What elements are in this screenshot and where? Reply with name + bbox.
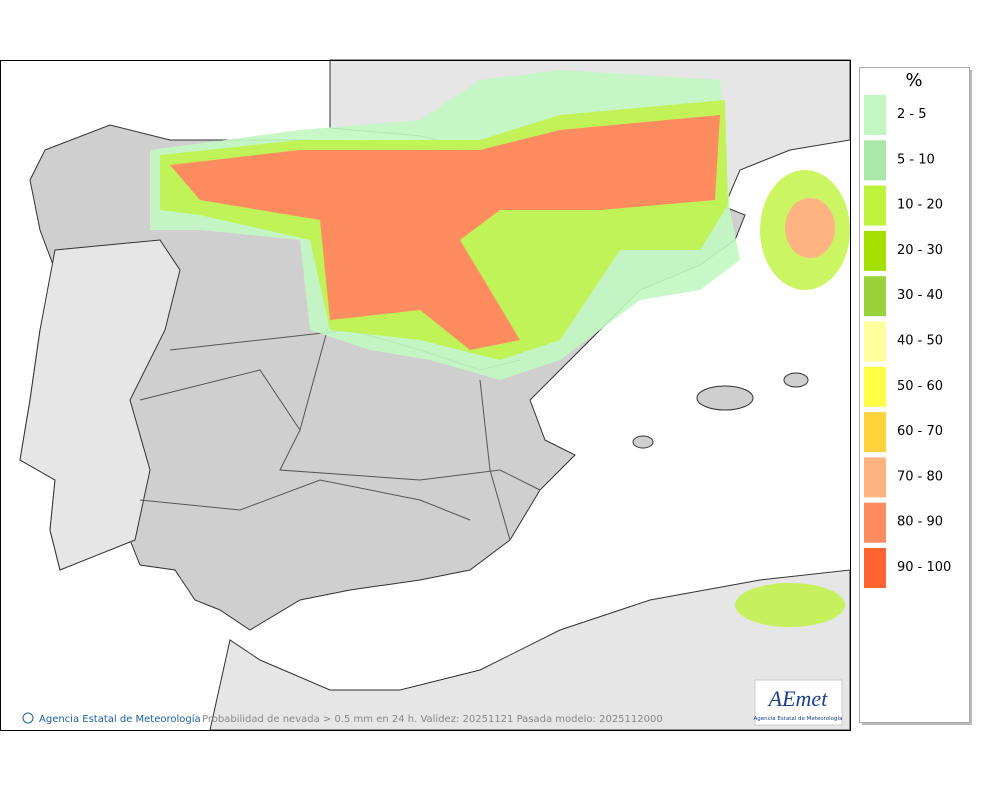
legend-label: 60 - 70: [897, 424, 943, 439]
region-border: [139, 479, 471, 521]
legend-label: 90 - 100: [897, 560, 951, 575]
legend-label: 5 - 10: [897, 152, 935, 167]
legend-label: 80 - 90: [897, 515, 943, 530]
menorca: [783, 372, 809, 388]
legend-swatch: [864, 548, 886, 588]
legend: % 2 - 5 5 - 10 10 - 20 20 - 30 30 - 40 40 - 5…: [859, 67, 972, 725]
snow-atlas: [735, 583, 845, 627]
logo-subtitle: Agencia Estatal de Meteorología: [754, 715, 843, 722]
snow-high: [170, 115, 720, 350]
region-border: [479, 379, 511, 541]
legend-swatch: [864, 366, 886, 407]
legend-label: 70 - 80: [897, 469, 943, 484]
credit: Agencia Estatal de Meteorología: [39, 713, 201, 725]
map: [0, 59, 851, 731]
legend-swatch: [864, 95, 886, 135]
legend-swatch: [864, 502, 886, 543]
legend-label: 20 - 30: [897, 243, 943, 258]
logo: AEmet Agencia Estatal de Meteorología: [754, 679, 843, 726]
legend-label: 2 - 5: [897, 107, 927, 122]
region-border: [139, 369, 541, 491]
legend-swatch: [864, 230, 886, 271]
legend-swatch: [864, 140, 886, 181]
legend-swatch: [864, 457, 886, 498]
logo-name: AEmet: [767, 686, 829, 711]
snow-sardinia-core: [785, 198, 835, 258]
caption: Probabilidad de nevada > 0.5 mm en 24 h.…: [202, 714, 663, 725]
legend-swatch: [864, 321, 886, 362]
legend-swatch: [864, 276, 886, 317]
map-frame: [0, 60, 851, 731]
legend-swatch: [864, 185, 886, 226]
portugal: [19, 239, 181, 571]
copyright: Agencia Estatal de Meteorología: [22, 712, 201, 725]
legend-label: 50 - 60: [897, 379, 943, 394]
legend-label: 30 - 40: [897, 288, 943, 303]
legend-swatch: [864, 412, 886, 453]
logo-box: [754, 679, 843, 726]
ibiza: [632, 435, 654, 449]
legend-label: 10 - 20: [897, 198, 943, 213]
mallorca: [696, 385, 754, 411]
legend-title: %: [905, 70, 922, 91]
legend-label: 40 - 50: [897, 334, 943, 349]
copyright-icon: [22, 712, 34, 724]
